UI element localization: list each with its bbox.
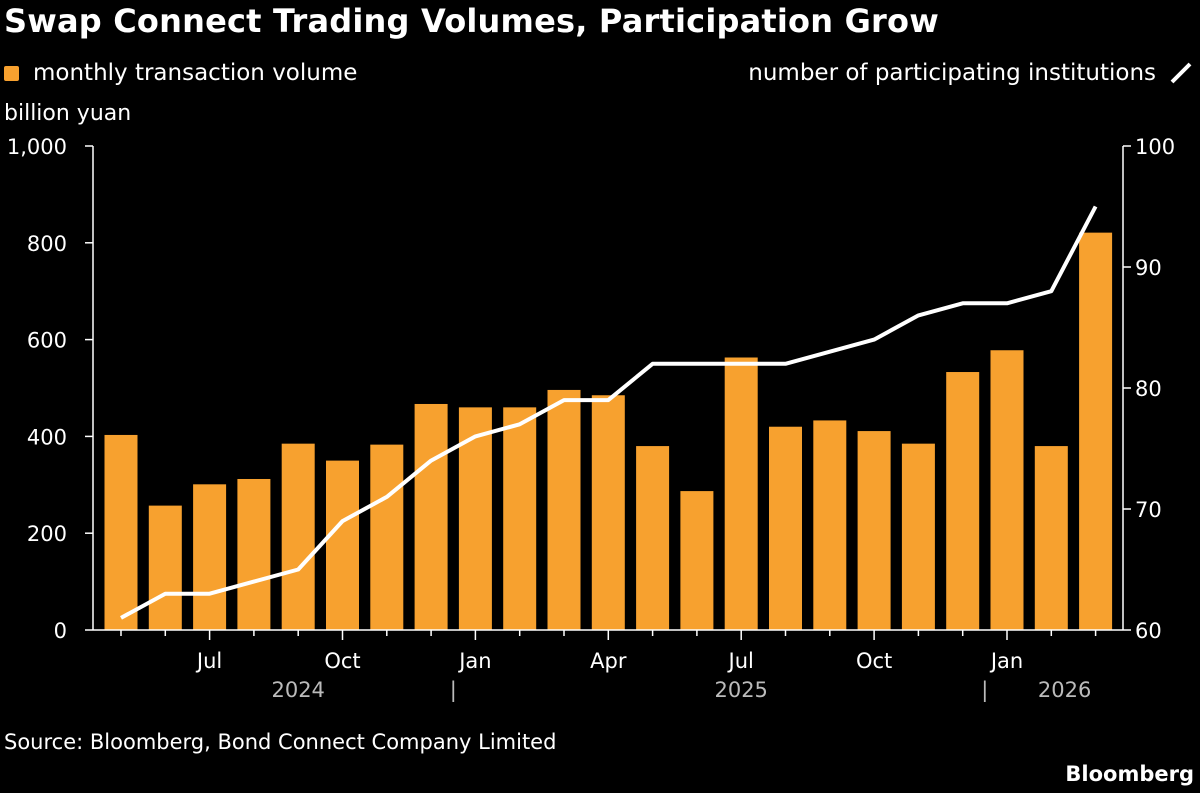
volume-bar: [193, 484, 227, 630]
volume-bar: [237, 478, 271, 630]
legend-line-label: number of participating institutions: [748, 60, 1156, 86]
volume-bar: [636, 446, 670, 630]
volume-bar: [148, 505, 182, 630]
y-axis-title: billion yuan: [4, 101, 132, 126]
volume-bar: [724, 357, 758, 630]
x-tick-label: Jan: [457, 649, 491, 673]
x-tick-label: Jan: [989, 649, 1023, 673]
volume-bar: [901, 443, 935, 630]
year-label: 2024: [271, 678, 324, 702]
volume-bar: [990, 350, 1024, 630]
left-tick-label: 1,000: [7, 135, 67, 159]
x-tick-label: Jul: [727, 649, 754, 673]
left-tick-label: 800: [27, 232, 67, 256]
volume-bar: [1079, 232, 1113, 631]
volume-bar: [680, 491, 714, 630]
right-tick-label: 90: [1135, 256, 1162, 280]
x-tick-label: Apr: [590, 649, 627, 673]
x-tick-label: Jul: [195, 649, 222, 673]
volume-bar: [326, 460, 359, 630]
volume-bar: [414, 403, 448, 630]
volume-bar: [769, 426, 802, 630]
brand-logo: Bloomberg: [1065, 762, 1194, 786]
volume-bar: [857, 431, 891, 630]
chart-title: Swap Connect Trading Volumes, Participat…: [4, 2, 939, 40]
year-separator: |: [981, 678, 988, 703]
source-note: Source: Bloomberg, Bond Connect Company …: [4, 730, 557, 754]
volume-bar: [370, 444, 404, 630]
volume-bar: [591, 395, 625, 630]
volume-bar: [946, 372, 980, 630]
legend-line-swatch: [1170, 62, 1192, 84]
x-tick-label: Oct: [324, 649, 360, 673]
legend-bars: monthly transaction volume: [4, 60, 357, 86]
right-tick-label: 70: [1135, 498, 1162, 522]
legend-bars-label: monthly transaction volume: [33, 60, 358, 86]
left-tick-label: 600: [27, 329, 67, 353]
volume-bar: [503, 407, 537, 630]
right-tick-label: 80: [1135, 377, 1162, 401]
left-tick-label: 0: [54, 619, 67, 643]
volume-bar: [547, 389, 581, 630]
year-label: 2025: [714, 678, 767, 702]
year-separator: |: [450, 678, 457, 703]
volume-bar: [104, 434, 138, 630]
x-tick-label: Oct: [856, 649, 892, 673]
left-tick-label: 400: [27, 425, 67, 449]
year-label: 2026: [1038, 678, 1091, 702]
right-tick-label: 60: [1135, 619, 1162, 643]
right-tick-label: 100: [1135, 135, 1175, 159]
left-tick-label: 200: [27, 522, 67, 546]
volume-bar: [813, 420, 847, 630]
volume-bar: [1034, 446, 1068, 630]
legend-line: number of participating institutions: [748, 60, 1194, 86]
legend-bar-swatch: [4, 65, 19, 81]
volume-bar: [281, 443, 315, 630]
